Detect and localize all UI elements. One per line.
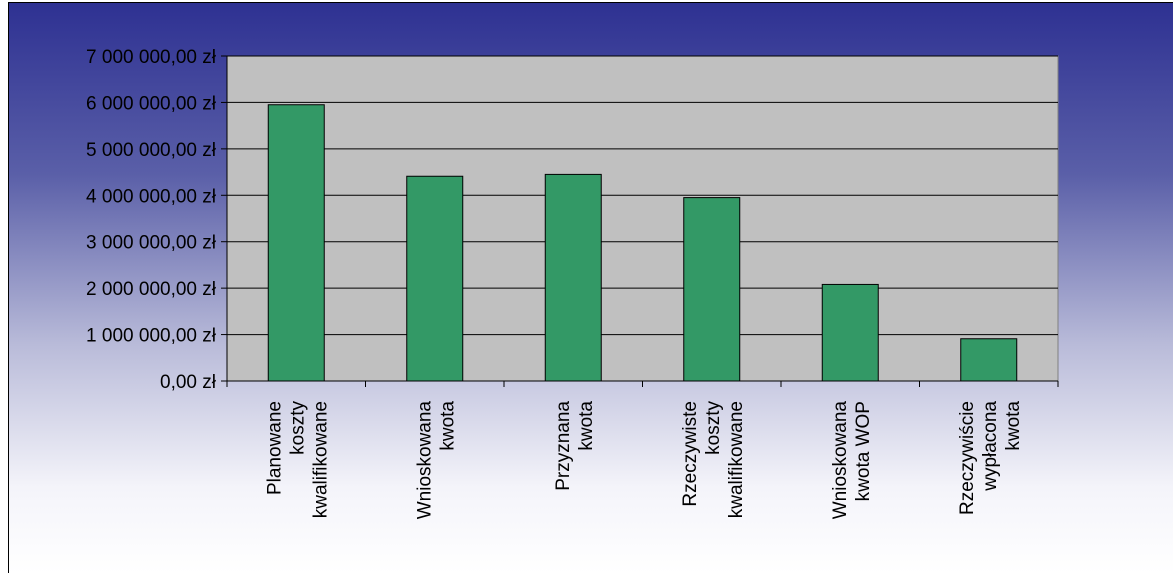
x-category-label: kwota [576,401,597,451]
x-category-label: koszty [703,401,724,455]
x-category-label: Planowane [264,401,285,495]
y-tick-label: 4 000 000,00 zł [86,186,217,207]
y-tick-label: 3 000 000,00 zł [86,233,217,254]
x-category-label: kwota [437,401,458,451]
x-category-label: Przyznana [553,401,574,491]
plot-area [227,56,1058,381]
y-tick-label: 1 000 000,00 zł [86,326,217,347]
y-tick-label: 6 000 000,00 zł [86,93,217,114]
bar [822,284,878,381]
x-category-label: kwota [1003,401,1024,451]
y-tick-label: 7 000 000,00 zł [86,47,217,68]
y-tick-label: 2 000 000,00 zł [86,279,217,300]
x-category-label: kwalifikowane [726,401,747,518]
x-category-label: kwota WOP [853,401,874,501]
bar [684,198,740,381]
bar [268,105,324,381]
bar [407,176,463,381]
y-tick-label: 0,00 zł [160,372,217,393]
bar [545,174,601,381]
y-tick-label: 5 000 000,00 zł [86,140,217,161]
x-category-label: Wnioskowana [414,401,435,520]
x-category-label: wypłacona [980,401,1001,492]
x-category-label: Rzeczywiste [680,401,701,507]
bar [961,339,1017,381]
x-category-label: kwalifikowane [310,401,331,518]
x-category-label: koszty [287,401,308,455]
x-category-label: Rzeczywiście [957,401,978,515]
x-category-label: Wnioskowana [830,401,851,520]
